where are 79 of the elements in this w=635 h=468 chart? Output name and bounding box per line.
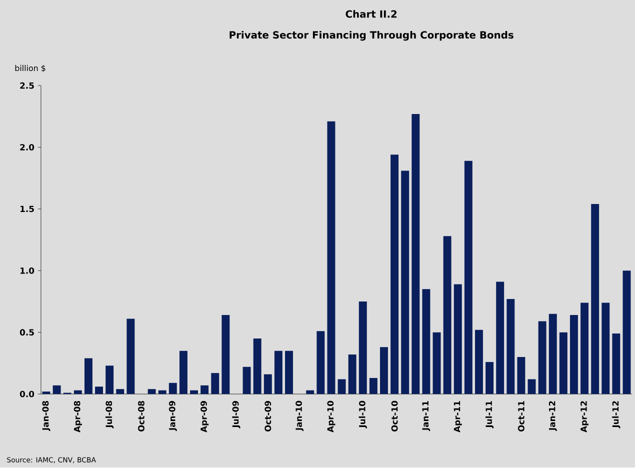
bar bbox=[612, 334, 620, 394]
bar bbox=[148, 389, 156, 394]
bar bbox=[390, 154, 399, 394]
y-tick-label: 0.0 bbox=[20, 391, 34, 398]
bar bbox=[95, 386, 103, 394]
x-tick-label: Oct-10 bbox=[391, 401, 398, 432]
bar bbox=[274, 351, 282, 394]
bar bbox=[222, 315, 230, 394]
bar bbox=[464, 161, 472, 394]
bar bbox=[84, 358, 92, 394]
bar bbox=[200, 386, 209, 394]
bar bbox=[242, 367, 251, 394]
x-tick-label: Jul-10 bbox=[358, 401, 367, 428]
bar bbox=[496, 282, 504, 394]
bar bbox=[306, 390, 314, 394]
x-tick-label: Jul-11 bbox=[485, 401, 494, 428]
y-tick-label: 2.5 bbox=[20, 82, 34, 89]
bar bbox=[74, 390, 82, 394]
x-tick-label: Jul-08 bbox=[106, 401, 114, 428]
x-tick-label: Apr-10 bbox=[327, 401, 336, 433]
x-tick-label: Jan-12 bbox=[548, 401, 557, 432]
bar bbox=[327, 122, 336, 394]
bar bbox=[474, 330, 483, 394]
bar bbox=[432, 332, 441, 394]
bar bbox=[401, 170, 410, 394]
bar bbox=[106, 366, 114, 394]
bar bbox=[190, 390, 198, 394]
bar bbox=[548, 314, 557, 394]
chart-title: Chart II.2 bbox=[346, 10, 397, 18]
bar bbox=[622, 270, 631, 394]
x-tick-label: Jan-08 bbox=[42, 401, 50, 432]
bar bbox=[179, 351, 188, 394]
y-tick-label: 0.5 bbox=[20, 329, 34, 336]
bar bbox=[591, 204, 600, 394]
y-tick-label: 1.0 bbox=[20, 268, 34, 274]
bar bbox=[285, 351, 293, 394]
x-tick-label: Apr-11 bbox=[454, 401, 462, 433]
bar bbox=[264, 374, 272, 394]
bar bbox=[158, 390, 166, 394]
y-tick-label: 1.5 bbox=[20, 206, 34, 212]
bar bbox=[506, 299, 515, 394]
x-tick-label: Oct-09 bbox=[264, 401, 272, 432]
bar bbox=[580, 302, 589, 394]
bar bbox=[116, 389, 124, 394]
x-tick-label: Oct-11 bbox=[518, 401, 524, 432]
x-tick-label: Jul-09 bbox=[232, 401, 240, 428]
chart-subtitle: Private Sector Financing Through Corporate Bonds bbox=[230, 31, 514, 41]
bar bbox=[338, 379, 346, 394]
bar bbox=[380, 347, 388, 394]
bar bbox=[528, 379, 536, 394]
bar bbox=[348, 354, 356, 394]
bar bbox=[454, 284, 462, 394]
x-tick-label: Apr-12 bbox=[580, 401, 589, 433]
bar bbox=[358, 302, 367, 394]
bar bbox=[570, 315, 578, 394]
bar bbox=[517, 357, 526, 394]
bar bbox=[211, 373, 220, 394]
bar bbox=[486, 362, 494, 394]
x-tick-label: Jan-11 bbox=[422, 401, 430, 432]
bar bbox=[602, 302, 610, 394]
bar bbox=[42, 392, 50, 394]
x-tick-label: Apr-08 bbox=[74, 401, 82, 433]
bar bbox=[422, 289, 430, 394]
bar bbox=[369, 378, 378, 394]
bar bbox=[559, 332, 568, 394]
x-tick-label: Apr-09 bbox=[200, 401, 209, 433]
bar bbox=[412, 114, 420, 394]
bar bbox=[253, 338, 262, 394]
bar bbox=[168, 383, 177, 394]
x-tick-label: Jul-12 bbox=[612, 401, 620, 428]
bar bbox=[52, 386, 61, 394]
x-tick-label: Jan-10 bbox=[296, 401, 304, 432]
x-tick-label: Oct-08 bbox=[138, 401, 144, 432]
x-tick-label: Jan-09 bbox=[168, 401, 177, 432]
bar bbox=[316, 331, 325, 394]
y-tick-label: 2.0 bbox=[20, 144, 34, 151]
bar bbox=[443, 236, 452, 394]
bar bbox=[126, 318, 135, 394]
bar bbox=[538, 321, 546, 394]
